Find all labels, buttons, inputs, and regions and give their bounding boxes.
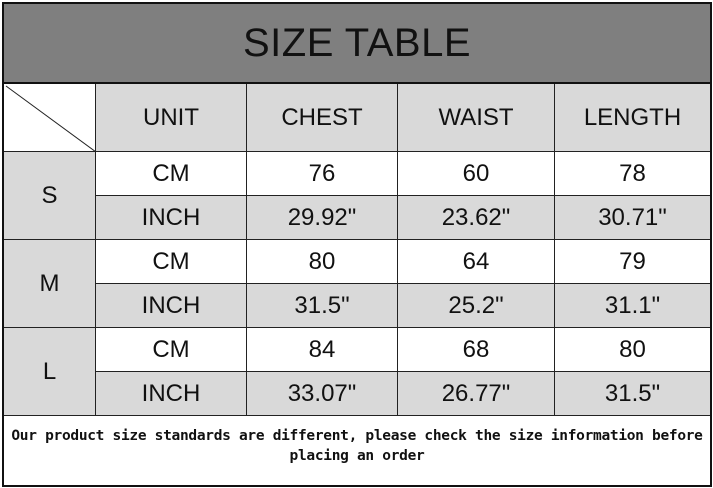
cell-waist: 60 bbox=[398, 152, 555, 196]
cell-unit: INCH bbox=[96, 196, 247, 240]
header-chest: CHEST bbox=[247, 84, 398, 152]
diagonal-line-icon bbox=[5, 85, 96, 152]
cell-chest: 31.5" bbox=[247, 284, 398, 328]
cell-length: 80 bbox=[555, 328, 710, 372]
cell-chest: 84 bbox=[247, 328, 398, 372]
cell-unit: CM bbox=[96, 152, 247, 196]
cell-chest: 80 bbox=[247, 240, 398, 284]
size-label: L bbox=[4, 328, 96, 416]
header-waist: WAIST bbox=[398, 84, 555, 152]
cell-unit: INCH bbox=[96, 372, 247, 416]
size-note: Our product size standards are different… bbox=[11, 428, 703, 464]
cell-waist: 23.62" bbox=[398, 196, 555, 240]
cell-length: 31.5" bbox=[555, 372, 710, 416]
cell-length: 78 bbox=[555, 152, 710, 196]
cell-waist: 64 bbox=[398, 240, 555, 284]
cell-unit: CM bbox=[96, 328, 247, 372]
table-title: SIZE TABLE bbox=[4, 4, 710, 84]
cell-unit: CM bbox=[96, 240, 247, 284]
corner-cell bbox=[4, 84, 96, 152]
cell-chest: 29.92" bbox=[247, 196, 398, 240]
cell-waist: 25.2" bbox=[398, 284, 555, 328]
header-length: LENGTH bbox=[555, 84, 710, 152]
size-label: M bbox=[4, 240, 96, 328]
header-unit: UNIT bbox=[96, 84, 247, 152]
cell-waist: 26.77" bbox=[398, 372, 555, 416]
cell-waist: 68 bbox=[398, 328, 555, 372]
cell-length: 31.1" bbox=[555, 284, 710, 328]
cell-length: 30.71" bbox=[555, 196, 710, 240]
cell-chest: 76 bbox=[247, 152, 398, 196]
size-label: S bbox=[4, 152, 96, 240]
cell-chest: 33.07" bbox=[247, 372, 398, 416]
cell-unit: INCH bbox=[96, 284, 247, 328]
cell-length: 79 bbox=[555, 240, 710, 284]
